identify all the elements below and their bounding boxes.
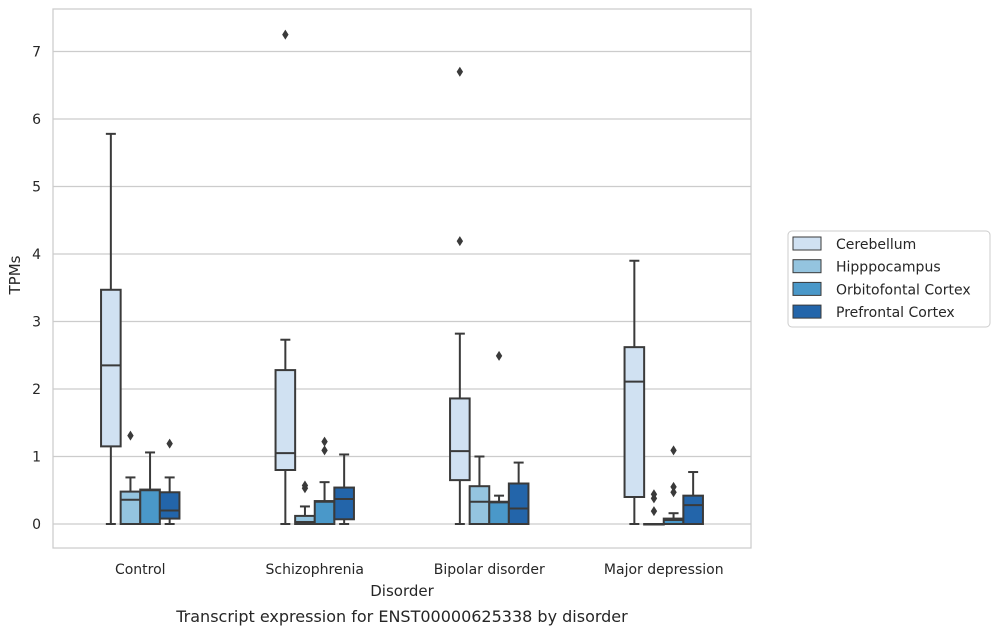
outlier-point bbox=[650, 506, 658, 517]
box-0-3 bbox=[158, 438, 181, 525]
x-tick-label: Major depression bbox=[604, 562, 724, 578]
outlier-point bbox=[321, 445, 328, 456]
x-tick-label: Control bbox=[115, 562, 166, 578]
legend-label: Hipppocampus bbox=[836, 260, 941, 276]
y-tick-label: 7 bbox=[32, 45, 41, 61]
box-3-3 bbox=[682, 471, 704, 525]
y-tick-label: 5 bbox=[32, 180, 41, 196]
outlier-point bbox=[321, 436, 328, 447]
legend: Cerebellum Hipppocampus Orbitofontal Corte… bbox=[787, 230, 991, 328]
y-tick-label: 1 bbox=[32, 450, 41, 466]
box-body bbox=[623, 346, 646, 498]
box-plot-marks bbox=[100, 29, 704, 526]
outlier-point bbox=[495, 350, 503, 361]
box-3-0 bbox=[623, 259, 646, 525]
box-1-0 bbox=[274, 29, 297, 525]
legend-label: Prefrontal Cortex bbox=[836, 305, 955, 321]
outlier-point bbox=[127, 430, 134, 441]
legend-label: Cerebellum bbox=[836, 237, 916, 253]
box-2-2 bbox=[488, 350, 510, 526]
legend-swatch bbox=[792, 304, 822, 319]
outlier-point bbox=[301, 480, 309, 491]
y-tick-label: 4 bbox=[32, 247, 41, 263]
y-axis-label: TPMs bbox=[6, 255, 24, 295]
box-body bbox=[488, 500, 510, 526]
outlier-point bbox=[456, 66, 464, 77]
box-0-0 bbox=[100, 132, 122, 525]
box-1-3 bbox=[333, 453, 355, 525]
box-body bbox=[119, 490, 142, 526]
box-body bbox=[449, 397, 471, 482]
box-body bbox=[158, 491, 181, 520]
box-body bbox=[507, 482, 530, 525]
box-body bbox=[313, 500, 336, 525]
x-axis-label: Disorder bbox=[370, 582, 434, 600]
outlier-point bbox=[670, 481, 677, 492]
outlier-point bbox=[670, 445, 677, 456]
box-0-1 bbox=[119, 430, 142, 526]
outlier-point bbox=[282, 29, 289, 40]
box-1-2 bbox=[313, 436, 336, 525]
y-tick-label: 3 bbox=[32, 315, 41, 331]
box-body bbox=[468, 485, 491, 526]
box-3-2 bbox=[662, 445, 685, 525]
x-tick-label: Bipolar disorder bbox=[434, 562, 545, 578]
box-2-3 bbox=[507, 461, 530, 525]
box-body bbox=[333, 486, 355, 521]
box-body bbox=[139, 488, 161, 526]
outlier-point bbox=[650, 489, 658, 500]
x-tick-label: Schizophrenia bbox=[266, 562, 364, 578]
box-body bbox=[274, 369, 297, 472]
y-tick-label: 6 bbox=[32, 112, 41, 128]
legend-swatch bbox=[792, 236, 822, 251]
y-tick-label: 2 bbox=[32, 382, 41, 398]
box-body bbox=[100, 288, 122, 448]
x-axis-tick-labels: Control Schizophrenia Bipolar disorder Majo… bbox=[115, 562, 724, 578]
legend-swatch bbox=[792, 259, 822, 274]
outlier-point bbox=[456, 236, 464, 247]
legend-swatch bbox=[792, 281, 822, 296]
box-3-1 bbox=[643, 489, 665, 526]
legend-label: Orbitofontal Cortex bbox=[836, 282, 971, 298]
outlier-point bbox=[670, 487, 677, 498]
legend-frame bbox=[787, 230, 991, 328]
box-body bbox=[682, 494, 704, 525]
outlier-point bbox=[166, 438, 173, 449]
y-axis-tick-labels: 0 1 2 3 4 5 6 7 bbox=[32, 45, 41, 534]
box-0-2 bbox=[139, 451, 161, 526]
y-tick-label: 0 bbox=[32, 517, 41, 533]
plot-frame bbox=[52, 8, 752, 549]
chart-caption: Transcript expression for ENST0000062533… bbox=[175, 607, 628, 626]
box-2-0 bbox=[449, 66, 471, 525]
